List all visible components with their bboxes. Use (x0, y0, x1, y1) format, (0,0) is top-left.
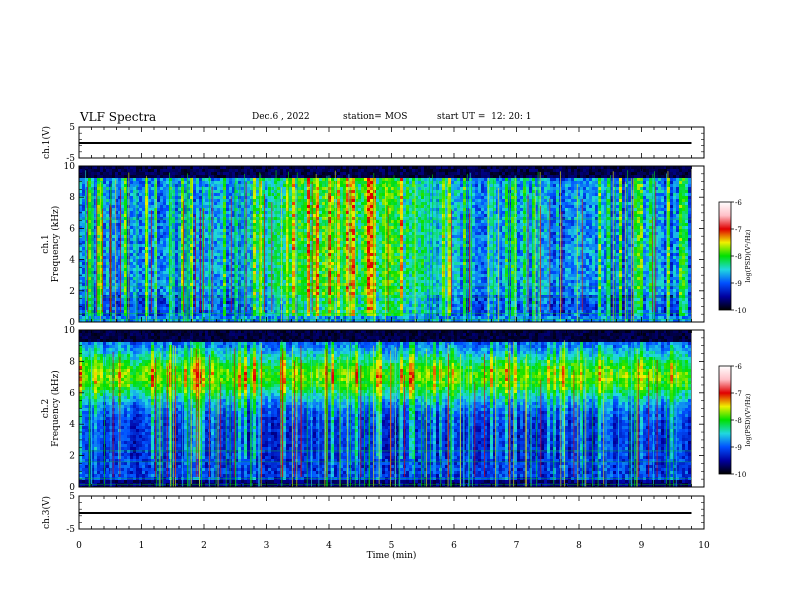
ch2-spectrogram-ytick-label: 8 (69, 357, 75, 367)
colorbar-tick-label: -6 (735, 199, 742, 207)
ch1-spectrogram-ytick-label: 4 (69, 256, 75, 266)
ch2-spectrogram-ytick-label: 10 (64, 326, 76, 336)
ch1-spectrogram-ytick-label: 6 (69, 224, 75, 234)
colorbar-tick-label: -10 (735, 307, 746, 315)
time-tick-label: 10 (698, 541, 710, 551)
ch2-spectrogram-ytick-label: 6 (69, 389, 75, 399)
time-tick-label: 7 (514, 541, 520, 551)
colorbar-ch1-spectrogram (719, 202, 734, 310)
time-tick-label: 5 (389, 541, 395, 551)
ch2-spectrogram-ylabel-frequency: Frequency (kHz) (50, 370, 61, 447)
time-tick-label: 9 (639, 541, 645, 551)
ch2-spectrogram-ylabel-channel: ch.2 (41, 399, 51, 418)
ch1-spectrogram-ytick-label: 10 (64, 162, 76, 172)
ch1-waveform-ylabel: ch.1(V) (41, 126, 52, 159)
colorbar-tick-label: -9 (735, 444, 742, 452)
ch3-waveform-ylabel: ch.3(V) (41, 496, 52, 529)
colorbar-label: log(PSD)(V²/Hz) (744, 229, 752, 282)
colorbar-tick-label: -6 (735, 363, 742, 371)
ch1-spectrogram-ylabel-channel: ch.1 (41, 234, 51, 253)
time-tick-label: 6 (451, 541, 457, 551)
ch1-waveform-ytick-label: 5 (69, 123, 75, 133)
ch2-spectrogram-ytick-label: 4 (69, 420, 75, 430)
time-tick-label: 4 (326, 541, 332, 551)
ch3-waveform-ytick-label: 5 (69, 492, 75, 502)
colorbar-tick-label: -8 (735, 253, 742, 261)
ch1-spectrogram-ytick-label: 2 (69, 287, 75, 297)
ch1-spectrogram-ytick-label: 8 (69, 193, 75, 203)
ch1-spectrogram-ylabel-frequency: Frequency (kHz) (50, 206, 61, 283)
time-tick-label: 3 (264, 541, 270, 551)
spectrogram-ch1-spectrogram (79, 166, 692, 322)
time-tick-label: 8 (576, 541, 582, 551)
colorbar-tick-label: -8 (735, 417, 742, 425)
time-tick-label: 1 (139, 541, 145, 551)
colorbar-tick-label: -7 (735, 390, 742, 398)
colorbar-tick-label: -10 (735, 471, 746, 479)
colorbar-tick-label: -7 (735, 226, 742, 234)
colorbar-ch2-spectrogram (719, 366, 734, 474)
time-axis-label: Time (min) (367, 550, 417, 561)
ch3-waveform-ytick-label: -5 (66, 525, 75, 535)
colorbar-label: log(PSD)(V²/Hz) (744, 393, 752, 446)
time-tick-label: 2 (201, 541, 207, 551)
ch2-spectrogram-ytick-label: 2 (69, 452, 75, 462)
spectrogram-ch2-spectrogram (79, 330, 692, 487)
colorbar-tick-label: -9 (735, 280, 742, 288)
time-tick-label: 0 (76, 541, 82, 551)
